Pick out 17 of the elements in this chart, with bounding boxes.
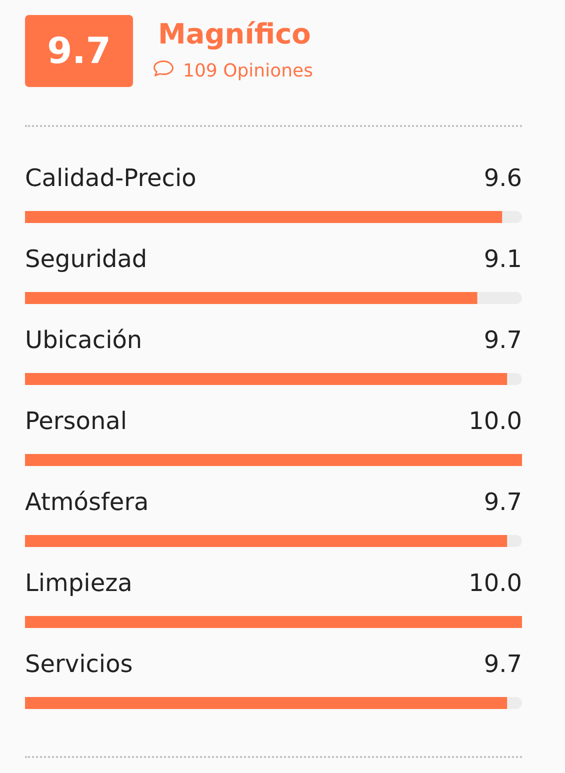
y-tick-label: Seguridad <box>25 245 148 273</box>
y-tick-label: Personal <box>25 407 128 435</box>
y-tick-label: Limpieza <box>25 569 132 597</box>
score-badge: 9.7 <box>25 15 133 87</box>
data-label: 9.6 <box>484 164 522 192</box>
data-label: 9.7 <box>484 326 522 354</box>
chart-title: Magnífico <box>158 18 311 50</box>
y-tick-label: Calidad-Precio <box>25 164 196 192</box>
data-label: 9.7 <box>484 650 522 678</box>
y-tick-label: Servicios <box>25 650 133 678</box>
data-label: 10.0 <box>468 569 522 597</box>
y-tick-label: Ubicación <box>25 326 142 354</box>
chart-subtitle: 109 Opiniones <box>183 60 313 82</box>
data-label: 10.0 <box>468 407 522 435</box>
data-label: 9.7 <box>484 488 522 516</box>
y-tick-label: Atmósfera <box>25 488 149 516</box>
data-label: 9.1 <box>484 245 522 273</box>
